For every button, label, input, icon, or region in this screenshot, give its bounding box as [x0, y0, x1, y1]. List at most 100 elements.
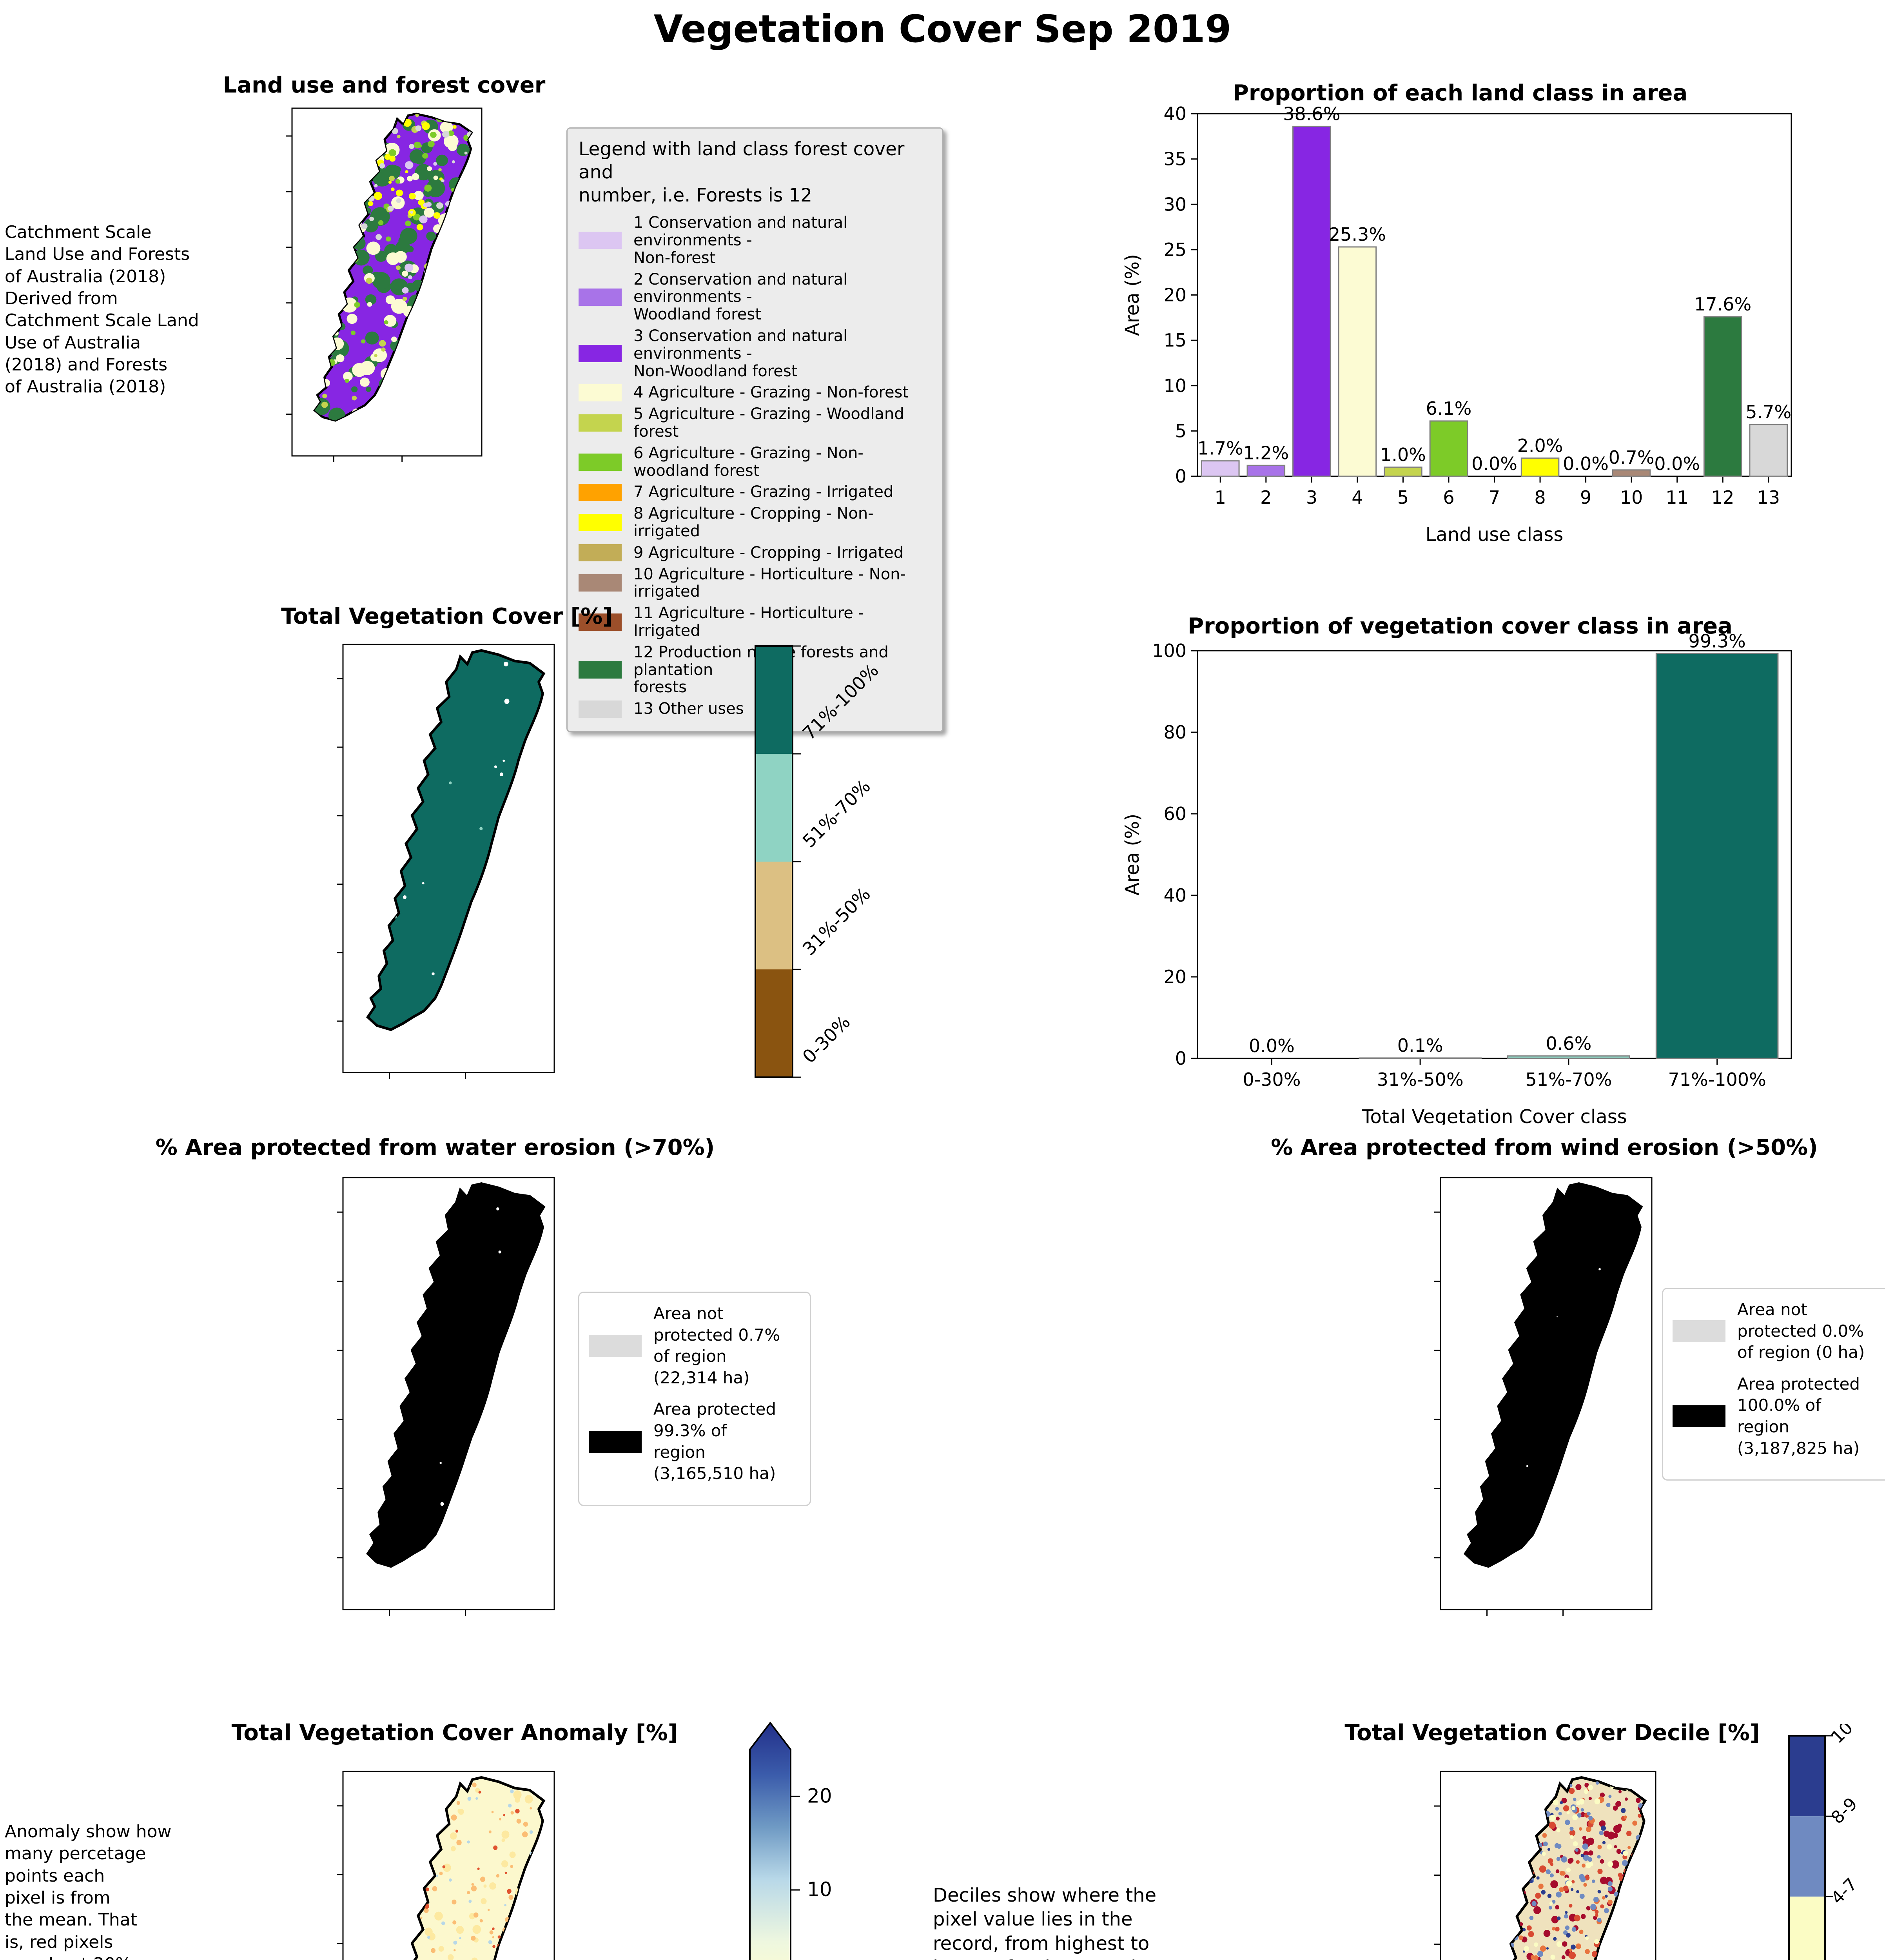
x-tick-label: 0-30% [1243, 1069, 1301, 1090]
map-speckle [434, 1911, 443, 1921]
vegcover-map-title: Total Vegetation Cover [%] [281, 604, 613, 629]
map-speckle [1579, 1929, 1584, 1934]
map-speckle [1555, 1905, 1560, 1909]
colorbar-tick-label: 20 [807, 1784, 832, 1807]
map-speckle [384, 320, 388, 325]
map-speckle [1559, 1887, 1564, 1892]
map-speckle [1548, 1906, 1552, 1910]
map-speckle [1624, 1797, 1628, 1801]
map-speckle [424, 207, 435, 218]
x-tick-label: 13 [1757, 487, 1780, 508]
y-tick-label: 10 [1163, 375, 1187, 396]
map-speckle [1557, 1916, 1561, 1920]
colorbar-label: 10 [1827, 1724, 1857, 1748]
map-speckle [1556, 1941, 1562, 1947]
map-speckle [448, 1878, 452, 1882]
map-speckle [394, 166, 401, 173]
colorbar-label: 31%-50% [798, 883, 875, 960]
bar-value-label: 2.0% [1517, 435, 1563, 456]
map-speckle [415, 125, 422, 131]
map-speckle [403, 895, 407, 899]
map-speckle [1566, 1933, 1571, 1938]
map-speckle [503, 759, 505, 762]
map-speckle [475, 1797, 478, 1800]
colorbar-segment [1789, 1896, 1825, 1960]
map-speckle [1597, 1845, 1602, 1849]
map-speckle [454, 1949, 456, 1951]
legend-item-label: 11 Agriculture - Horticulture - Irrigate… [633, 604, 864, 640]
map-speckle [1588, 1850, 1593, 1856]
map-speckle [1589, 1862, 1593, 1867]
bar-value-label: 1.2% [1243, 442, 1289, 463]
bar-value-label: 0.0% [1249, 1035, 1295, 1056]
protection-legend-item: Area protected 99.3% of region (3,165,51… [589, 1399, 800, 1484]
map-speckle [363, 218, 379, 232]
legend-item-9: 9 Agriculture - Cropping - Irrigated [579, 544, 931, 562]
map-speckle [1571, 1888, 1574, 1891]
map-speckle [367, 302, 372, 307]
map-speckle [1575, 1943, 1581, 1949]
map-speckle [1534, 1942, 1538, 1947]
map-speckle [1558, 1811, 1562, 1816]
colorbar-label: 51%-70% [798, 775, 875, 852]
map-speckle [1550, 1862, 1554, 1866]
map-speckle [1541, 1890, 1546, 1895]
map-speckle [1602, 1896, 1606, 1900]
map-speckle [1555, 1807, 1559, 1811]
map-speckle [1523, 1950, 1525, 1953]
map-speckle [1607, 1861, 1613, 1867]
bar [1201, 460, 1240, 477]
map-speckle [494, 765, 497, 768]
map-speckle [1566, 1880, 1572, 1887]
anomaly-map-title: Total Vegetation Cover Anomaly [%] [231, 1720, 678, 1746]
x-tick-label: 9 [1580, 487, 1591, 508]
map-speckle [431, 1948, 436, 1953]
map-speckle [498, 1250, 501, 1254]
map-speckle [1600, 1904, 1604, 1909]
map-speckle [402, 270, 408, 277]
map-speckle [1580, 1812, 1586, 1817]
map-speckle [1524, 1946, 1529, 1952]
map-speckle [455, 1829, 459, 1833]
map-speckle [409, 149, 425, 163]
x-tick-label: 2 [1260, 487, 1272, 508]
map-speckle [510, 1789, 514, 1793]
vegcover-map [337, 644, 555, 1079]
map-speckle [1529, 1916, 1534, 1920]
map-speckle [493, 1845, 498, 1850]
map-speckle [414, 191, 424, 200]
map-speckle [1607, 1886, 1613, 1892]
map-speckle [1555, 1927, 1560, 1932]
bar-value-label: 0.7% [1609, 447, 1655, 468]
map-speckle [1613, 1805, 1618, 1811]
map-speckle [451, 1846, 456, 1851]
map-speckle [1549, 1815, 1556, 1821]
map-speckle [1616, 1849, 1622, 1854]
map-speckle [1537, 1951, 1544, 1957]
x-tick-label: 4 [1352, 487, 1363, 508]
map-speckle [361, 223, 368, 229]
map-speckle [1553, 1937, 1557, 1941]
map-speckle [489, 1882, 496, 1890]
map-speckle [1553, 1799, 1559, 1806]
map-speckle [366, 278, 373, 284]
map-speckle [413, 214, 421, 221]
x-tick-label: 12 [1711, 487, 1734, 508]
bar-value-label: 0.0% [1563, 453, 1609, 474]
map-speckle [439, 1462, 442, 1464]
landuse-map-title: Land use and forest cover [223, 73, 546, 98]
map-speckle [352, 363, 367, 377]
map-speckle [396, 189, 403, 196]
bar [1338, 246, 1377, 477]
map-speckle [397, 135, 401, 138]
map-speckle [1536, 1876, 1540, 1880]
map-speckle [1526, 1465, 1528, 1467]
map-speckle [438, 168, 442, 172]
map-speckle [501, 1830, 510, 1839]
map-speckle [1603, 1830, 1610, 1837]
map-speckle [1582, 1863, 1586, 1868]
bar-value-label: 25.3% [1329, 224, 1386, 245]
map-speckle [1572, 1814, 1578, 1820]
landuse-legend-title: Legend with land class forest cover and … [579, 138, 905, 206]
